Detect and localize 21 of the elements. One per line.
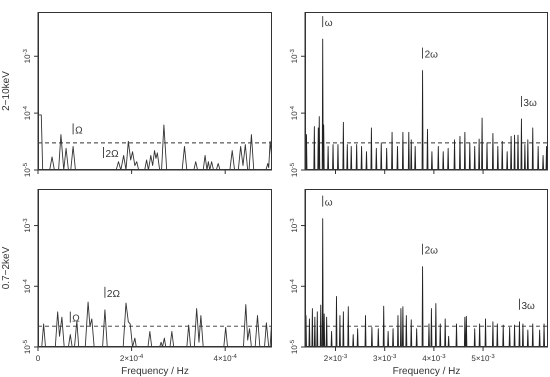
x-tick-label: 3×10$^{-3}$: [373, 353, 398, 363]
annotation: 2ω: [424, 50, 438, 61]
annotation: Ω: [75, 125, 84, 136]
x-tick-label: 4×10$^{-4}$: [214, 353, 238, 363]
annotation: ω: [324, 198, 333, 209]
annotation: 2Ω: [106, 149, 120, 160]
x-tick-label: 0: [36, 354, 41, 363]
annotation: 2Ω: [106, 288, 120, 300]
x-tick-label: 5×10$^{-3}$: [471, 353, 496, 363]
x-tick-label: 2×10$^{-4}$: [120, 353, 144, 363]
y-axis-title: 2−10keV: [1, 70, 12, 111]
x-axis-title: Frequency / Hz: [121, 366, 189, 377]
x-tick-label: 4×10$^{-3}$: [422, 353, 446, 363]
x-tick-label: 2×10$^{-3}$: [324, 353, 348, 363]
annotation: ω: [324, 18, 333, 30]
x-axis-title: Frequency / Hz: [392, 366, 460, 377]
annotation: Ω: [72, 314, 80, 325]
annotation: 2ω: [424, 246, 438, 257]
y-axis-title: 0.7−2keV: [1, 246, 12, 290]
annotation: 3ω: [523, 98, 537, 109]
annotation: 3ω: [521, 300, 536, 312]
